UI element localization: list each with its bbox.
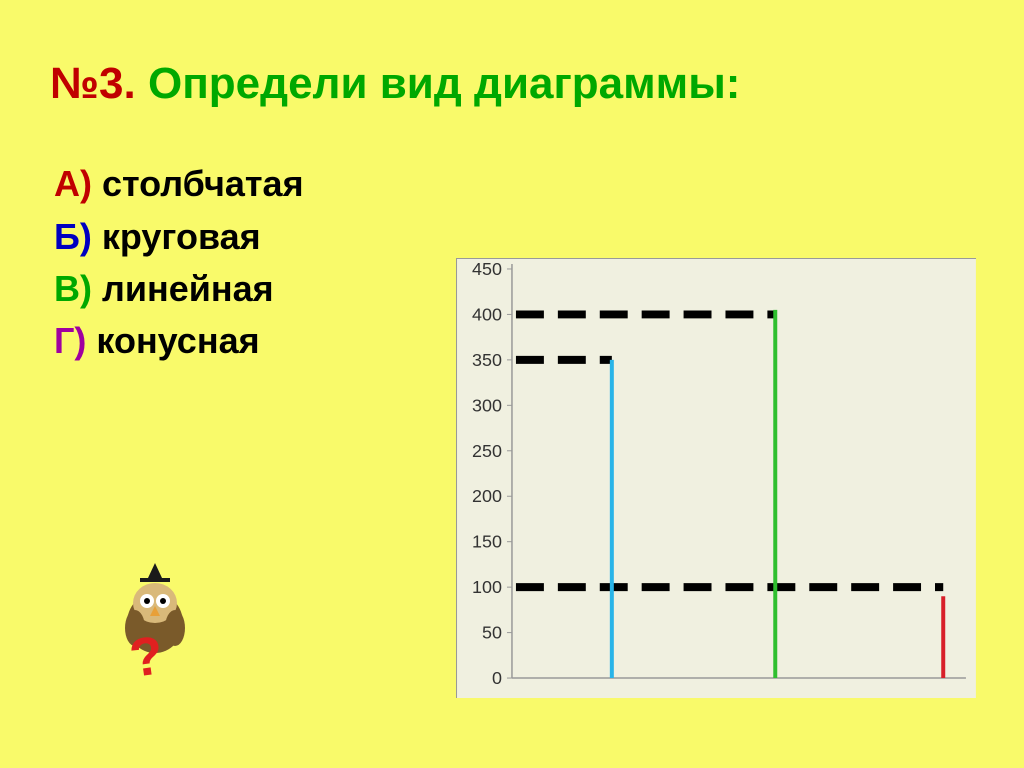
svg-text:450: 450 <box>472 259 502 279</box>
svg-text:50: 50 <box>482 623 502 643</box>
svg-text:300: 300 <box>472 395 502 415</box>
question-title: №3. Определи вид диаграммы: <box>50 60 974 108</box>
chart: 0 50 100 150 200 250 300 350 400 450 <box>456 258 976 698</box>
option-text: круговая <box>92 216 261 257</box>
title-main: Определи вид диаграммы: <box>148 59 740 108</box>
svg-text:400: 400 <box>472 304 502 324</box>
svg-text:350: 350 <box>472 350 502 370</box>
svg-text:200: 200 <box>472 486 502 506</box>
svg-text:150: 150 <box>472 532 502 552</box>
option-text: конусная <box>86 320 259 361</box>
slide: №3. Определи вид диаграммы: А) столбчата… <box>0 0 1024 768</box>
svg-text:0: 0 <box>492 668 502 688</box>
option-b[interactable]: Б) круговая <box>54 211 974 263</box>
option-letter: Г) <box>54 320 86 361</box>
option-letter: Б) <box>54 216 92 257</box>
option-letter: А) <box>54 163 92 204</box>
svg-text:250: 250 <box>472 441 502 461</box>
option-text: столбчатая <box>92 163 304 204</box>
option-letter: В) <box>54 268 92 309</box>
title-number: №3. <box>50 59 136 108</box>
svg-text:100: 100 <box>472 577 502 597</box>
option-text: линейная <box>92 268 274 309</box>
option-a[interactable]: А) столбчатая <box>54 158 974 210</box>
